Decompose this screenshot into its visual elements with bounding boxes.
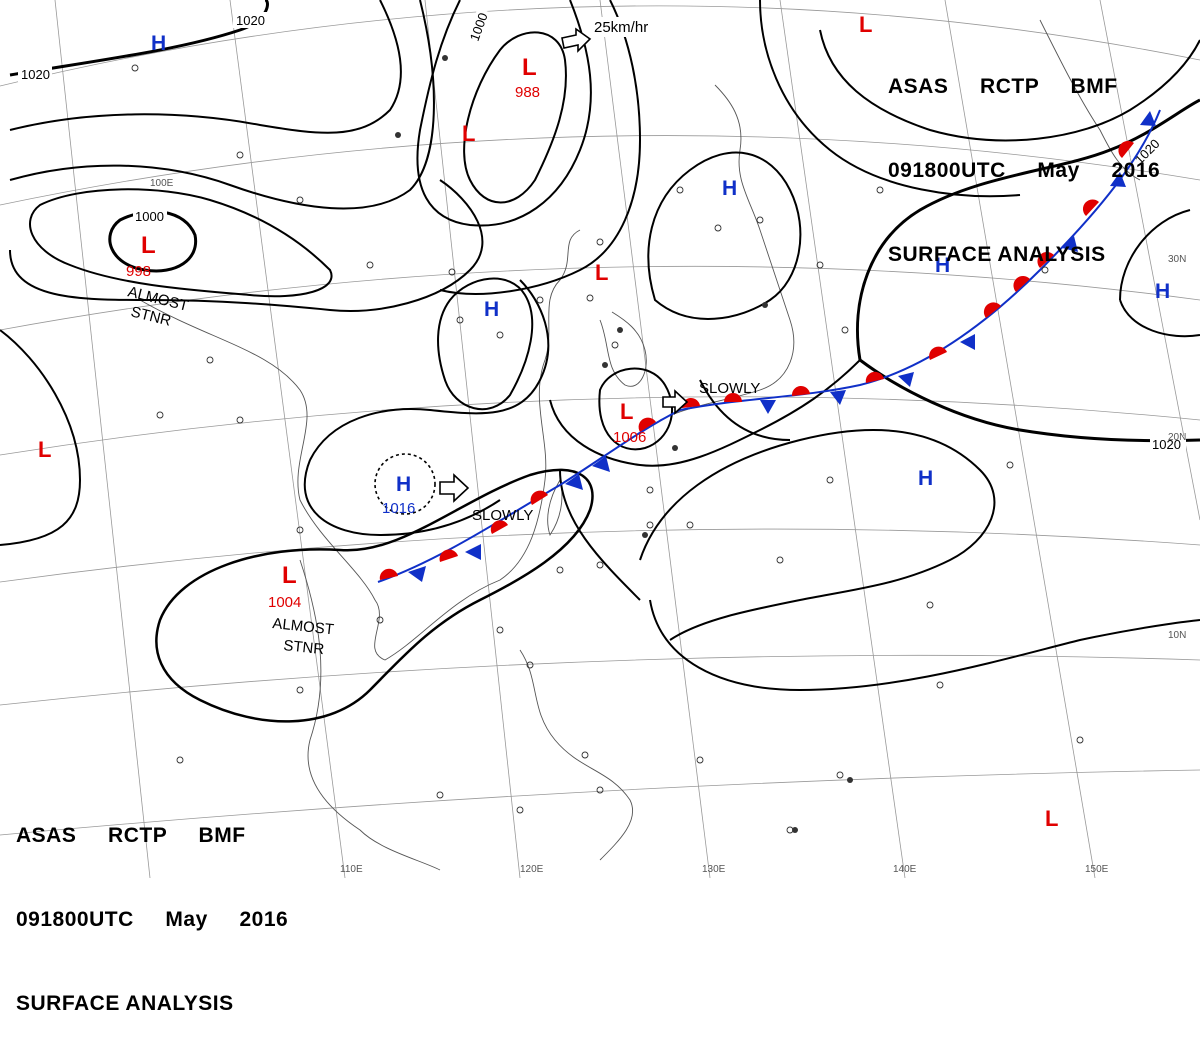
low-center-symbol: L xyxy=(1045,806,1058,831)
header-time: 091800UTC xyxy=(888,159,1006,182)
header-agency: ASAS xyxy=(16,824,76,847)
isobar-label-1020-a: 1020 xyxy=(236,13,265,28)
header-station: RCTP xyxy=(980,75,1039,98)
chart-header-bottom: ASAS RCTP BMF 091800UTC May 2016 SURFACE… xyxy=(16,766,288,1046)
chart-header-top: ASAS RCTP BMF 091800UTC May 2016 SURFACE… xyxy=(888,17,1160,297)
low-center-symbol: L xyxy=(620,399,633,424)
lon-label-130e: 130E xyxy=(702,864,726,875)
low-center-symbol: L xyxy=(38,437,51,462)
low-center-symbol: L xyxy=(282,562,297,589)
header-office: BMF xyxy=(1071,75,1118,98)
high-center-symbol: H xyxy=(484,298,499,321)
header-month: May xyxy=(1037,159,1079,182)
isobar-label-1020-b: 1020 xyxy=(21,67,50,82)
slowly-label: SLOWLY xyxy=(472,507,533,524)
header-month: May xyxy=(165,908,207,931)
header-line-3: SURFACE ANALYSIS xyxy=(888,241,1160,269)
low-center-pressure: 1004 xyxy=(268,594,301,611)
header-station: RCTP xyxy=(108,824,167,847)
header-line-2: 091800UTC May 2016 xyxy=(888,157,1160,185)
low-center-symbol: L xyxy=(462,121,475,146)
header-line-1: ASAS RCTP BMF xyxy=(888,73,1160,101)
lat-label-30n: 30N xyxy=(1168,254,1186,265)
lon-label-150e: 150E xyxy=(1085,864,1109,875)
low-center-pressure: 998 xyxy=(126,263,151,280)
low-center-symbol: L xyxy=(522,54,537,81)
header-time: 091800UTC xyxy=(16,908,134,931)
header-year: 2016 xyxy=(239,908,288,931)
low-center-pressure: 1006 xyxy=(613,429,646,446)
high-center-symbol: H xyxy=(722,177,737,200)
low-center-symbol: L xyxy=(595,260,608,285)
lat-label-20n: 20N xyxy=(1168,432,1186,443)
movement-speed-label: 25km/hr xyxy=(594,19,648,36)
header-office: BMF xyxy=(199,824,246,847)
high-center-symbol: H xyxy=(151,32,166,55)
lat-label-10n: 10N xyxy=(1168,630,1186,641)
header-line-1: ASAS RCTP BMF xyxy=(16,822,288,850)
lon-label-120e: 120E xyxy=(520,864,544,875)
lon-label-100e: 100E xyxy=(150,178,174,189)
header-year: 2016 xyxy=(1111,159,1160,182)
high-center-symbol: H xyxy=(396,473,411,496)
slowly-label: SLOWLY xyxy=(699,380,760,397)
header-line-3: SURFACE ANALYSIS xyxy=(16,990,288,1018)
low-center-symbol: L xyxy=(141,232,156,259)
isobar-label-1000-a: 1000 xyxy=(135,209,164,224)
header-agency: ASAS xyxy=(888,75,948,98)
low-center-symbol: L xyxy=(859,12,872,37)
high-center-symbol: H xyxy=(918,467,933,490)
lon-label-110e: 110E xyxy=(340,864,363,875)
header-line-2: 091800UTC May 2016 xyxy=(16,906,288,934)
high-center-pressure: 1016 xyxy=(382,500,415,517)
low-center-pressure: 988 xyxy=(515,84,540,101)
lon-label-140e: 140E xyxy=(893,864,917,875)
